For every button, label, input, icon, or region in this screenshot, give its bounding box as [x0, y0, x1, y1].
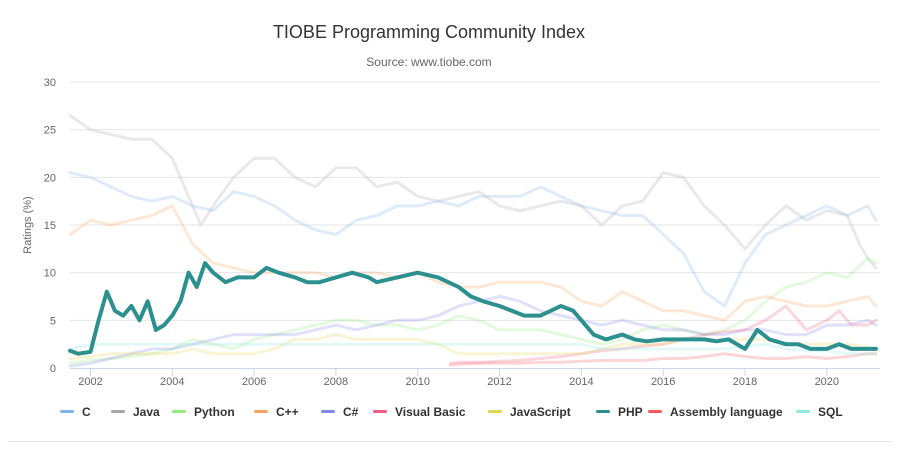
legend-label: JavaScript — [510, 405, 571, 419]
series-lines — [68, 113, 878, 368]
series-line-visual-basic[interactable] — [449, 304, 878, 365]
x-tick-label: 2020 — [815, 376, 839, 388]
y-tick-label: 30 — [44, 77, 56, 89]
x-axis-ticks: 2002 2004 2006 2008 2010 2012 2014 2016 2018 2020 — [78, 368, 839, 388]
legend-label: PHP — [618, 405, 643, 419]
x-tick-label: 2010 — [405, 376, 429, 388]
x-tick-label: 2012 — [487, 376, 511, 388]
x-tick-label: 2008 — [324, 376, 348, 388]
legend-swatch — [648, 410, 662, 414]
x-tick-label: 2004 — [160, 376, 184, 388]
x-tick-label: 2016 — [651, 376, 675, 388]
legend-label: SQL — [818, 405, 843, 419]
legend-swatch — [596, 410, 610, 414]
y-axis-label: Ratings (%) — [22, 196, 34, 253]
legend-item-javascript[interactable]: JavaScript — [488, 405, 571, 419]
legend-swatch — [373, 410, 387, 414]
bottom-divider — [8, 441, 892, 442]
gridlines — [70, 81, 880, 321]
legend-label: Python — [194, 405, 235, 419]
legend-swatch — [254, 410, 268, 414]
legend-item-c-[interactable]: C++ — [254, 405, 299, 419]
series-line-c-[interactable] — [68, 204, 878, 322]
series-line-java[interactable] — [68, 113, 878, 270]
legend-item-python[interactable]: Python — [172, 405, 235, 419]
series-line-assembly-language[interactable] — [449, 352, 878, 367]
x-tick-label: 2002 — [78, 376, 102, 388]
series-line-python[interactable] — [68, 256, 878, 365]
legend-swatch — [796, 410, 810, 414]
y-axis-ticks: 0 5 10 15 20 25 30 — [44, 77, 56, 375]
legend-label: C — [82, 405, 91, 419]
series-line-sql[interactable] — [68, 342, 878, 356]
legend-label: Visual Basic — [395, 405, 466, 419]
chart-subtitle: Source: www.tiobe.com — [366, 55, 492, 69]
legend-swatch — [172, 410, 186, 414]
y-tick-label: 25 — [44, 125, 56, 137]
y-tick-label: 0 — [50, 363, 56, 375]
series-line-php[interactable] — [68, 261, 878, 356]
y-tick-label: 10 — [44, 268, 56, 280]
legend-label: Assembly language — [670, 405, 783, 419]
series-line-c[interactable] — [68, 171, 878, 308]
legend-label: C++ — [276, 405, 299, 419]
chart-title: TIOBE Programming Community Index — [272, 22, 586, 42]
y-tick-label: 15 — [44, 220, 56, 232]
legend-item-php[interactable]: PHP — [596, 405, 643, 419]
legend-swatch — [321, 410, 335, 414]
legend-label: Java — [133, 405, 160, 419]
legend-item-c-[interactable]: C# — [321, 405, 358, 419]
y-tick-label: 20 — [44, 172, 56, 184]
legend-item-java[interactable]: Java — [111, 405, 160, 419]
legend-item-sql[interactable]: SQL — [796, 405, 843, 419]
legend-item-visual-basic[interactable]: Visual Basic — [373, 405, 466, 419]
legend-swatch — [111, 410, 125, 414]
legend-swatch — [60, 410, 74, 414]
x-tick-label: 2018 — [733, 376, 757, 388]
legend-item-c[interactable]: C — [60, 405, 91, 419]
legend-label: C# — [343, 405, 359, 419]
y-tick-label: 5 — [50, 315, 56, 327]
legend-swatch — [488, 410, 502, 414]
legend-item-assembly-language[interactable]: Assembly language — [648, 405, 783, 419]
x-tick-label: 2014 — [569, 376, 593, 388]
x-tick-label: 2006 — [242, 376, 266, 388]
